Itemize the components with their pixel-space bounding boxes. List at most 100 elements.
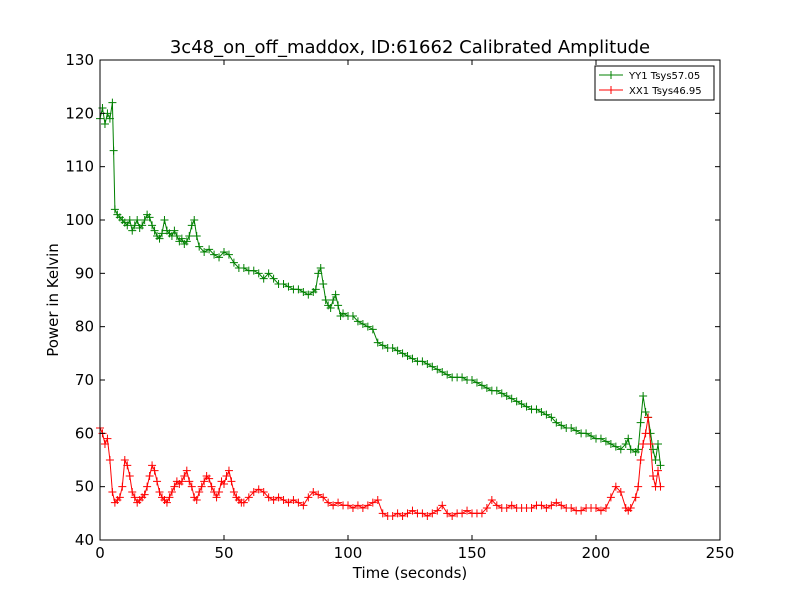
data-point [542,504,551,512]
data-point [108,98,117,107]
x-tick-label: 50 [214,544,233,562]
data-point [274,493,283,502]
data-point [487,496,496,504]
data-point [212,493,221,502]
data-point [229,488,238,496]
data-point [393,346,402,355]
data-point [254,485,263,494]
data-point [334,301,343,310]
data-point [207,482,216,491]
data-point [108,488,117,496]
x-tick-label: 150 [458,544,487,562]
data-point [182,466,191,475]
data-point [393,509,402,518]
legend-item: XX1 Tsys46.95 [599,86,702,97]
data-point [458,373,467,382]
data-point [527,504,536,512]
data-point [170,482,179,491]
data-point [299,288,308,296]
y-tick-label: 70 [75,371,94,389]
data-point [438,368,447,376]
data-point [294,498,303,507]
data-point [626,504,635,512]
data-point [641,429,650,438]
data-point [180,472,189,480]
data-point [448,512,457,520]
data-point [259,274,268,283]
data-point [552,418,561,427]
data-point [100,440,109,448]
data-point [222,472,231,480]
data-point [522,402,531,411]
data-point [596,506,605,515]
data-point [654,466,662,475]
data-point [177,477,186,486]
data-point [155,234,164,243]
y-tick-label: 80 [75,318,94,336]
data-point [105,114,114,123]
data-point [140,216,149,224]
data-point [512,397,521,406]
data-point [185,477,194,486]
data-point [192,496,201,504]
data-point [187,482,196,491]
data-point [227,477,236,486]
data-point [502,392,511,400]
data-point [123,221,132,230]
data-point [636,456,645,464]
y-axis-label: Power in Kelvin [44,243,62,357]
data-point [115,493,124,502]
legend-label: YY1 Tsys57.05 [628,71,700,82]
chart-title: 3c48_on_off_maddox, ID:61662 Calibrated … [170,37,650,58]
data-point [192,232,201,240]
data-point [458,509,467,518]
data-point [299,501,308,510]
data-point [423,512,432,520]
legend: YY1 Tsys57.05 XX1 Tsys46.95 [594,65,715,101]
data-point [433,365,442,374]
data-point [289,496,298,504]
data-point [649,472,658,480]
data-point [118,482,127,491]
data-point [123,461,132,470]
data-point [224,466,233,475]
data-point [120,456,129,464]
data-point [130,221,139,230]
data-point [358,320,367,328]
legend-marker [607,71,615,79]
data-point [378,509,387,518]
data-point [403,509,412,518]
data-point [145,213,154,222]
x-tick-label: 200 [582,544,611,562]
data-point [331,290,340,299]
data-point [368,325,377,334]
data-point [611,442,620,451]
data-point [172,232,181,240]
data-point [482,504,491,512]
y-tick-label: 110 [65,158,94,176]
data-point [636,418,645,427]
data-point [443,370,452,379]
data-point [497,389,506,398]
data-point [368,498,377,507]
data-point [507,501,516,510]
data-point [145,472,154,480]
data-point [259,488,268,496]
data-point [329,296,338,304]
y-tick-label: 120 [65,104,94,122]
data-point [552,498,561,507]
data-point [557,501,566,510]
data-point [187,221,196,230]
data-point [373,338,382,347]
data-point [125,472,134,480]
data-point [324,498,333,507]
data-point [329,501,338,510]
data-point [128,226,137,235]
data-point [348,312,357,320]
data-point [148,221,157,230]
legend-item: YY1 Tsys57.05 [599,71,700,82]
data-point [358,504,367,512]
data-point [639,392,648,400]
y-tick-label: 90 [75,264,94,282]
data-point [532,405,541,414]
